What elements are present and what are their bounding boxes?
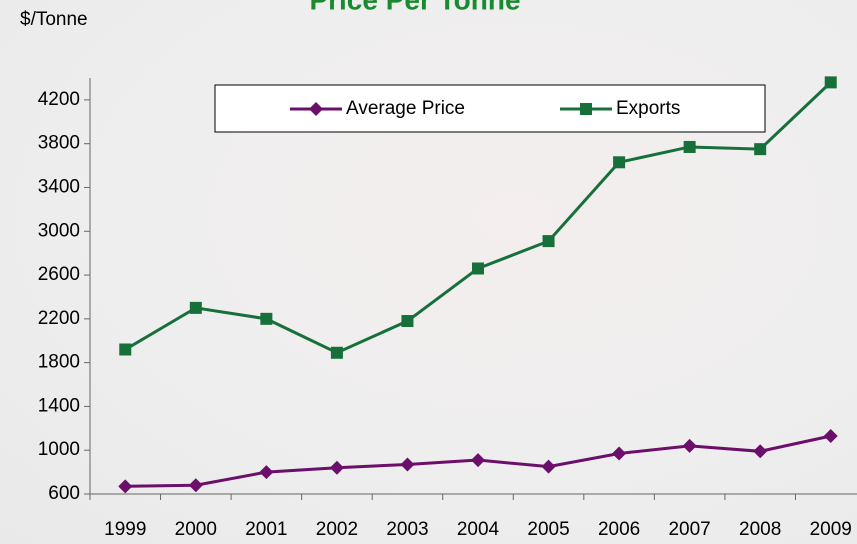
- data-point: [823, 428, 838, 443]
- data-point: [401, 315, 414, 328]
- data-point: [118, 479, 133, 494]
- data-point: [471, 453, 485, 468]
- x-tick-label: 1999: [104, 519, 146, 540]
- x-tick-label: 2002: [316, 519, 358, 540]
- y-tick-label: 1000: [38, 439, 80, 460]
- data-point: [400, 457, 415, 472]
- x-tick-label: 2007: [668, 519, 710, 540]
- data-point: [260, 312, 273, 325]
- data-point: [683, 140, 696, 153]
- legend-marker: [309, 102, 323, 116]
- y-tick-label: 2600: [38, 264, 80, 285]
- data-point: [754, 143, 767, 156]
- x-tick-label: 2005: [527, 519, 569, 540]
- y-tick-label: 4200: [38, 89, 80, 110]
- x-tick-label: 2009: [810, 519, 852, 540]
- y-tick-label: 1800: [38, 352, 80, 373]
- data-point: [682, 438, 697, 453]
- legend-marker: [580, 103, 592, 115]
- legend-label: Average Price: [346, 98, 465, 119]
- data-point: [329, 460, 344, 475]
- legend: Average Price Exports: [214, 84, 766, 133]
- data-point: [189, 301, 202, 314]
- data-point: [119, 343, 132, 356]
- x-tick-label: 2000: [175, 519, 217, 540]
- data-point: [188, 478, 203, 493]
- data-point: [612, 446, 627, 461]
- data-point: [541, 459, 556, 474]
- y-tick-label: 3800: [38, 133, 80, 154]
- data-point: [472, 262, 484, 275]
- y-tick-label: 3400: [38, 176, 80, 197]
- y-tick-label: 1400: [38, 395, 80, 416]
- x-tick-label: 2004: [457, 519, 500, 540]
- data-point: [753, 444, 768, 459]
- x-tick-label: 2006: [598, 519, 640, 540]
- y-tick-label: 600: [48, 483, 80, 504]
- chart-title: Price Per Tonne: [309, 0, 520, 15]
- x-tick-label: 2003: [386, 519, 428, 540]
- legend-label: Exports: [616, 98, 680, 119]
- y-tick-label: 2200: [38, 308, 80, 329]
- data-point: [613, 156, 626, 169]
- x-tick-label: 2008: [739, 519, 781, 540]
- x-tick-label: 2001: [245, 519, 287, 540]
- data-point: [824, 76, 837, 89]
- data-point: [542, 235, 555, 248]
- data-point: [330, 346, 343, 359]
- y-axis-label: $/Tonne: [20, 9, 88, 30]
- data-point: [259, 465, 274, 480]
- y-tick-label: 3000: [38, 220, 80, 241]
